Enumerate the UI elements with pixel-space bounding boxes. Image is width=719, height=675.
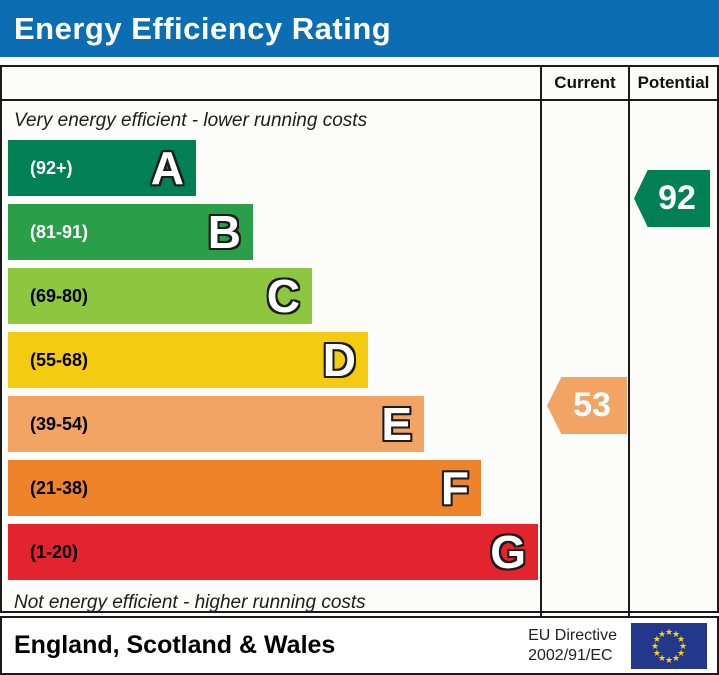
svg-text:★: ★: [665, 627, 673, 637]
svg-text:★: ★: [677, 634, 685, 644]
eu-directive-line1: EU Directive: [528, 626, 617, 644]
eu-directive-line2: 2002/91/EC: [528, 646, 613, 664]
svg-text:★: ★: [651, 641, 659, 651]
eu-flag-stars: ★★★★★★★★★★★★: [651, 627, 687, 665]
band-a: (92+) A: [8, 140, 196, 196]
svg-text:★: ★: [658, 628, 666, 638]
header-cell-potential: Potential: [630, 67, 717, 101]
band-letter: B: [207, 206, 241, 258]
band-letter: D: [322, 334, 356, 386]
footer-bar: England, Scotland & Wales EU Directive 2…: [0, 616, 719, 675]
current-rating-marker: 53: [547, 377, 627, 434]
band-range-label: (81-91): [30, 221, 89, 242]
svg-text:★: ★: [653, 634, 661, 644]
band-letter: C: [266, 270, 300, 322]
band-range-label: (69-80): [30, 285, 89, 306]
eu-flag-icon: ★★★★★★★★★★★★: [631, 622, 707, 669]
svg-text:★: ★: [672, 653, 680, 663]
band-d: (55-68) D: [8, 332, 368, 388]
band-range-label: (39-54): [30, 413, 89, 434]
svg-text:★: ★: [672, 628, 680, 638]
svg-text:★: ★: [677, 648, 685, 658]
band-range-label: (1-20): [30, 541, 79, 562]
band-g: (1-20) G: [8, 524, 538, 580]
note-not-efficient: Not energy efficient - higher running co…: [14, 592, 366, 613]
page-title: Energy Efficiency Rating: [14, 10, 392, 46]
band-letter: F: [440, 462, 469, 514]
header-cell-main: [2, 67, 542, 101]
potential-rating-marker: 92: [634, 170, 710, 227]
band-c: (69-80) C: [8, 268, 312, 324]
potential-rating-value: 92: [658, 179, 696, 217]
band-e: (39-54) E: [8, 396, 424, 452]
region-label: England, Scotland & Wales: [14, 631, 336, 659]
svg-text:★: ★: [679, 641, 687, 651]
note-very-efficient: Very energy efficient - lower running co…: [14, 110, 368, 131]
current-column: [542, 101, 630, 616]
band-letter: G: [490, 526, 526, 578]
bands: (92+) A (81-91) B (69-80) C (55-68) D (39-54) E (2…: [8, 140, 540, 580]
band-range-label: (55-68): [30, 349, 89, 370]
header-cell-current: Current: [542, 67, 630, 101]
title-bar: Energy Efficiency Rating: [0, 0, 719, 57]
eu-flag-field: [631, 622, 707, 669]
directive-group: EU Directive 2002/91/EC ★ ★ ★ ★ ★ ★ ★ ★ ★ ★ ★ ★: [528, 622, 707, 669]
band-f: (21-38) F: [8, 460, 481, 516]
svg-text:★: ★: [658, 653, 666, 663]
bands-column: Very energy efficient - lower running co…: [2, 101, 542, 616]
svg-text:★: ★: [653, 648, 661, 658]
rating-table: Current Potential Very energy efficient …: [0, 65, 719, 616]
band-letter: A: [150, 142, 184, 194]
band-range-label: (92+): [30, 157, 73, 178]
svg-text:★: ★: [665, 655, 673, 665]
band-b: (81-91) B: [8, 204, 253, 260]
current-rating-value: 53: [573, 386, 611, 424]
band-letter: E: [381, 398, 412, 450]
eu-directive-label: EU Directive 2002/91/EC: [528, 626, 617, 666]
band-range-label: (21-38): [30, 477, 89, 498]
